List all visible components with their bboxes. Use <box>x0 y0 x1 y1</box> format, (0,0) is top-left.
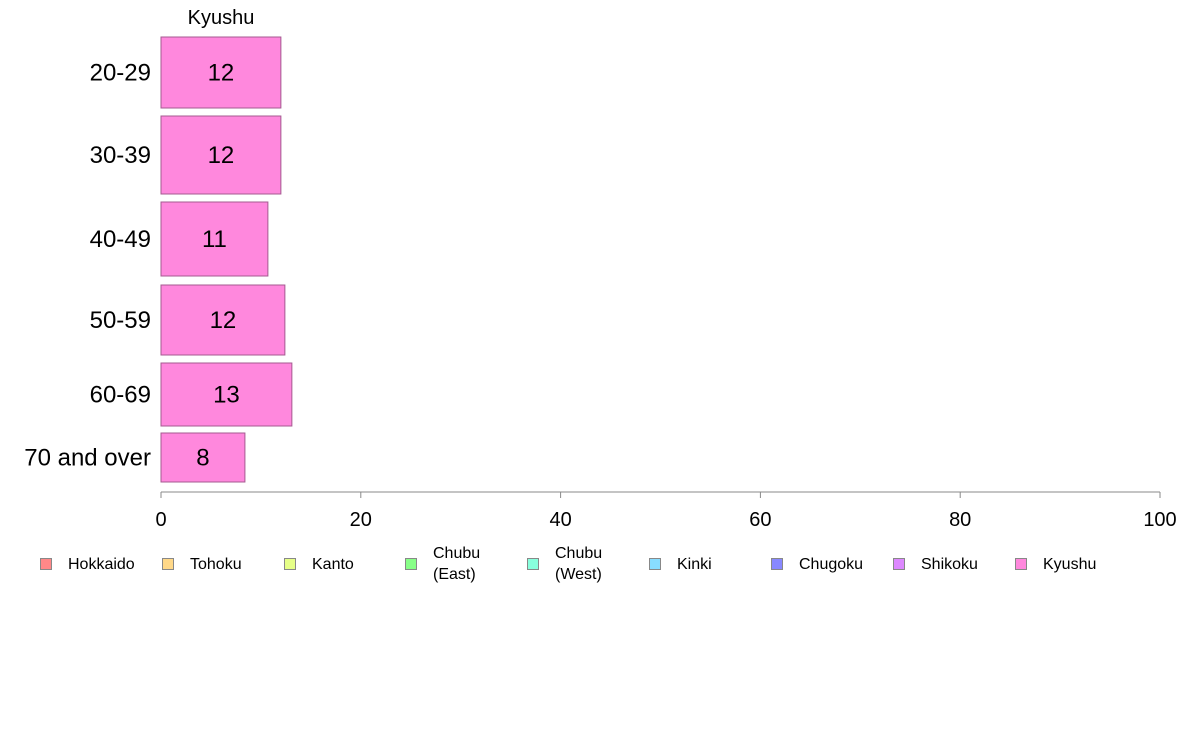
legend-label: Chubu (West) <box>555 543 602 585</box>
legend-swatch <box>405 558 417 570</box>
legend-label: Tohoku <box>190 555 242 573</box>
bar-3 <box>160 201 269 277</box>
bar-value-label: 12 <box>208 142 235 169</box>
legend-label-line: (East) <box>433 566 476 583</box>
legend-swatch <box>40 558 52 570</box>
category-label: 50-59 <box>90 307 151 334</box>
legend-label: Kanto <box>312 555 354 573</box>
legend-item: Shikoku <box>893 540 978 588</box>
legend-item: Kinki <box>649 540 712 588</box>
bar-4 <box>160 284 286 356</box>
panel-title: Kyushu <box>188 7 255 29</box>
category-label: 70 and over <box>24 445 151 472</box>
legend-swatch <box>162 558 174 570</box>
legend-item: Hokkaido <box>40 540 135 588</box>
legend-item: Chubu (West) <box>527 540 602 588</box>
x-tick-label: 40 <box>549 509 571 531</box>
legend-label: Shikoku <box>921 555 978 573</box>
x-tick-label: 60 <box>749 509 771 531</box>
x-tick-label: 80 <box>949 509 971 531</box>
legend-label: Kinki <box>677 555 712 573</box>
category-label: 60-69 <box>90 382 151 409</box>
legend-item: Chugoku <box>771 540 863 588</box>
bar-value-label: 12 <box>210 307 237 334</box>
legend-label: Kyushu <box>1043 555 1097 573</box>
legend-label-line: (West) <box>555 566 602 583</box>
x-tick-label: 100 <box>1143 509 1176 531</box>
x-tick-label: 0 <box>155 509 166 531</box>
legend-label: Hokkaido <box>68 555 135 573</box>
bar-6 <box>160 432 246 483</box>
bar-value-label: 11 <box>202 226 227 253</box>
legend-label-line: Chubu <box>433 545 481 562</box>
legend-label: Chugoku <box>799 555 864 573</box>
legend-swatch <box>893 558 905 570</box>
x-tick-label: 20 <box>350 509 372 531</box>
legend-swatch <box>284 558 296 570</box>
bars-layer: 12 20-29 12 30-39 11 40-49 12 50-59 13 60-69 8 70 a… <box>24 36 293 483</box>
legend-swatch <box>649 558 661 570</box>
category-label: 20-29 <box>90 60 151 87</box>
bar-1 <box>160 36 282 109</box>
legend-item: Kyushu <box>1015 540 1096 588</box>
legend-item: Kanto <box>284 540 354 588</box>
bar-value-label: 8 <box>196 445 209 472</box>
legend-label: Chubu (East) <box>433 543 480 585</box>
x-axis: 0 20 40 60 80 100 <box>155 491 1177 531</box>
bar-2 <box>160 115 282 195</box>
legend-label-line: Chubu <box>555 545 603 562</box>
bar-value-label: 13 <box>213 382 240 409</box>
legend: Hokkaido Tohoku Kanto Chubu (East) Chubu (West… <box>0 540 1188 590</box>
legend-item: Chubu (East) <box>405 540 480 588</box>
bar-value-label: 12 <box>208 60 235 87</box>
legend-swatch <box>1015 558 1027 570</box>
legend-item: Tohoku <box>162 540 242 588</box>
legend-swatch <box>771 558 783 570</box>
bar-5 <box>160 362 293 427</box>
category-label: 40-49 <box>90 226 151 253</box>
category-label: 30-39 <box>90 142 151 169</box>
legend-swatch <box>527 558 539 570</box>
bar-chart: Kyushu 12 20-29 12 30-39 11 40-49 12 50-59 13 60-… <box>24 7 1177 531</box>
